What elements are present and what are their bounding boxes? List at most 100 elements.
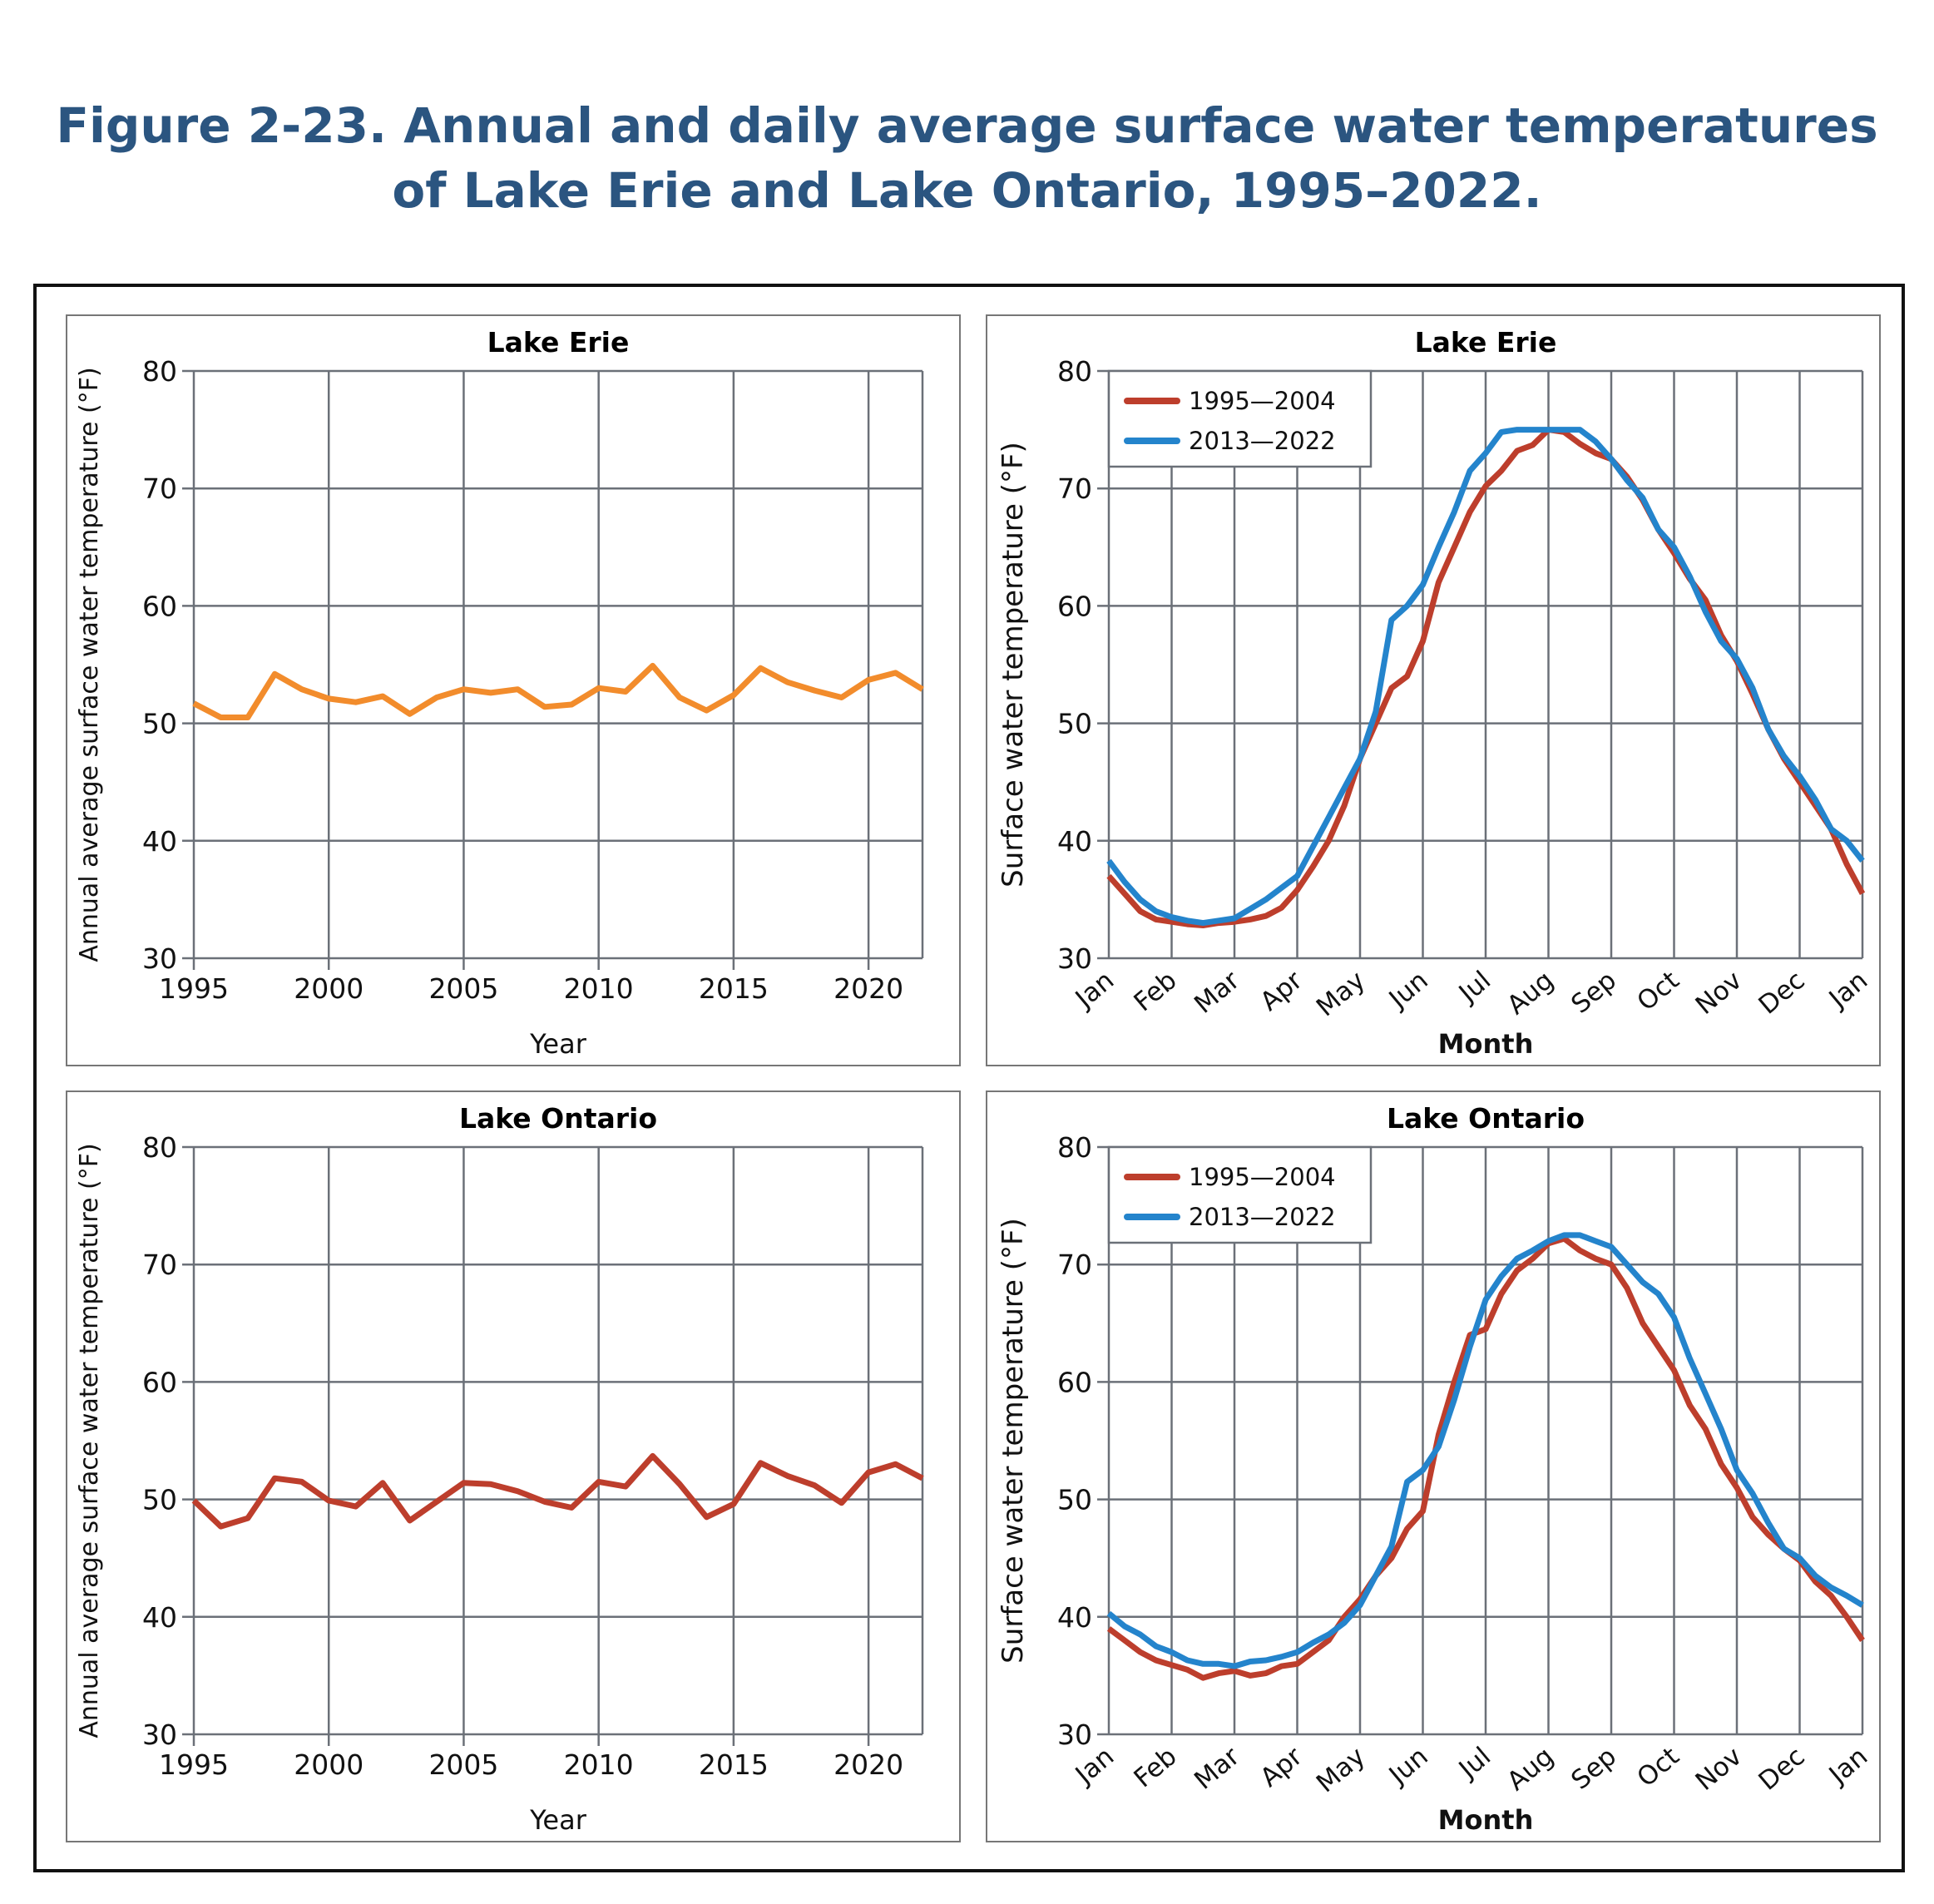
grid xyxy=(1097,1145,1864,1736)
legend: 1995—2004 2013—2022 xyxy=(1107,1145,1373,1244)
figure-title-line-1: Figure 2-23. Annual and daily average su… xyxy=(56,97,1878,154)
y-tick-label: 40 xyxy=(142,1601,177,1634)
x-tick-label: 2020 xyxy=(833,972,903,1005)
y-tick-label: 70 xyxy=(1057,472,1092,505)
y-tick-label: 70 xyxy=(142,472,177,505)
x-tick-label: Jul xyxy=(1452,966,1496,1010)
series-line-annual xyxy=(192,662,924,720)
x-tick-label: Jun xyxy=(1382,1742,1434,1792)
legend-box xyxy=(1107,1145,1373,1244)
legend-label: 1995—2004 xyxy=(1189,387,1336,415)
x-tick-label: 2005 xyxy=(428,972,498,1005)
y-tick-label: 30 xyxy=(142,942,177,975)
y-tick-label: 70 xyxy=(142,1249,177,1281)
grid xyxy=(182,1145,924,1746)
figure-title: Figure 2-23. Annual and daily average su… xyxy=(0,93,1934,223)
x-tick-label: 2015 xyxy=(699,1748,769,1781)
y-tick-label: 60 xyxy=(1057,1366,1092,1398)
x-tick-label: Apr xyxy=(1254,1741,1308,1793)
x-tick-label: 2010 xyxy=(564,972,634,1005)
legend-label: 2013—2022 xyxy=(1189,1203,1336,1231)
x-tick-label: Feb xyxy=(1128,1742,1182,1794)
y-tick-label: 60 xyxy=(142,590,177,622)
y-tick-label: 50 xyxy=(142,708,177,740)
x-tick-label: Mar xyxy=(1189,965,1245,1019)
legend-label: 2013—2022 xyxy=(1189,427,1336,455)
y-tick-label: 60 xyxy=(1057,590,1092,622)
x-tick-label: Oct xyxy=(1631,966,1684,1017)
x-axis-label: Month xyxy=(1438,1804,1534,1836)
x-tick-label: Feb xyxy=(1128,966,1182,1018)
y-axis-label: Surface water temperature (°F) xyxy=(997,1218,1030,1664)
series-line-annual xyxy=(191,1452,924,1530)
y-tick-label: 80 xyxy=(1057,1131,1092,1164)
x-tick-label: Sep xyxy=(1566,1742,1622,1796)
y-tick-label: 50 xyxy=(1057,708,1092,740)
x-tick-label: May xyxy=(1311,966,1371,1023)
y-tick-label: 80 xyxy=(142,355,177,388)
x-tick-label: May xyxy=(1311,1742,1371,1799)
y-tick-label: 30 xyxy=(1057,1719,1092,1751)
chart-title: Lake Ontario xyxy=(1387,1102,1585,1135)
grid xyxy=(1097,369,1864,960)
x-axis-label: Year xyxy=(529,1804,587,1836)
ontario-daily-chart: 30 40 50 60 70 80 Jan Feb Mar Apr May Jun Jul Aug Sep O… xyxy=(986,1090,1881,1842)
x-tick-label: 2000 xyxy=(294,972,364,1005)
x-tick-label: Jan xyxy=(1823,1742,1873,1792)
series-line-1995—2004 xyxy=(1106,1235,1865,1681)
x-tick-label: Oct xyxy=(1631,1742,1684,1793)
x-tick-label: Mar xyxy=(1189,1741,1245,1795)
y-tick-label: 80 xyxy=(142,1131,177,1164)
x-tick-label: Dec xyxy=(1753,1742,1811,1797)
chart-svg: 30 40 50 60 70 80 Jan Feb Mar Apr May Jun Jul Aug Sep O… xyxy=(997,1102,1873,1836)
chart-title: Lake Ontario xyxy=(459,1102,657,1135)
legend-label: 1995—2004 xyxy=(1189,1163,1336,1191)
x-tick-label: 1995 xyxy=(159,1748,229,1781)
y-axis-label: Surface water temperature (°F) xyxy=(997,442,1030,888)
y-tick-label: 80 xyxy=(1057,355,1092,388)
y-axis-label: Annual average surface water temperature… xyxy=(75,367,104,962)
x-axis-label: Month xyxy=(1438,1028,1534,1060)
legend: 1995—2004 2013—2022 xyxy=(1107,369,1373,468)
grid xyxy=(182,369,924,970)
x-tick-label: 2020 xyxy=(833,1748,903,1781)
y-tick-label: 60 xyxy=(142,1366,177,1398)
x-tick-label: 2015 xyxy=(699,972,769,1005)
x-tick-label: Aug xyxy=(1501,966,1560,1021)
chart-svg: 30 40 50 60 70 80 1995 2000 2005 2010 2015 2020 Lake… xyxy=(75,326,924,1060)
legend-box xyxy=(1107,369,1373,468)
x-tick-label: Jul xyxy=(1452,1742,1496,1786)
y-tick-label: 30 xyxy=(1057,942,1092,975)
y-tick-label: 30 xyxy=(142,1719,177,1751)
series-line-2013—2022 xyxy=(1106,1232,1864,1669)
y-tick-label: 40 xyxy=(142,825,177,858)
figure-frame xyxy=(33,284,1905,1872)
y-tick-label: 50 xyxy=(1057,1484,1092,1516)
y-tick-label: 40 xyxy=(1057,825,1092,858)
chart-svg: 30 40 50 60 70 80 Jan Feb Mar Apr May Jun Jul Aug Sep O… xyxy=(997,326,1873,1060)
x-tick-label: Sep xyxy=(1566,966,1622,1020)
y-tick-label: 70 xyxy=(1057,1249,1092,1281)
y-tick-label: 40 xyxy=(1057,1601,1092,1634)
erie-annual-chart: 30 40 50 60 70 80 1995 2000 2005 2010 2015 2020 Lake… xyxy=(66,314,961,1066)
series-line-2013—2022 xyxy=(1106,427,1865,927)
x-tick-label: Apr xyxy=(1254,965,1308,1016)
chart-svg: 30 40 50 60 70 80 1995 2000 2005 2010 2015 2020 Lake… xyxy=(75,1102,924,1836)
x-tick-label: Aug xyxy=(1501,1742,1560,1797)
x-tick-label: 2010 xyxy=(564,1748,634,1781)
erie-daily-chart: 30 40 50 60 70 80 Jan Feb Mar Apr May Jun Jul Aug Sep O… xyxy=(986,314,1881,1066)
x-tick-label: Nov xyxy=(1690,1742,1748,1797)
chart-title: Lake Erie xyxy=(487,326,630,359)
y-tick-label: 50 xyxy=(142,1484,177,1516)
chart-title: Lake Erie xyxy=(1415,326,1557,359)
x-tick-label: Jun xyxy=(1382,966,1434,1016)
x-tick-label: 2000 xyxy=(294,1748,364,1781)
x-axis-label: Year xyxy=(529,1028,587,1060)
x-tick-label: Dec xyxy=(1753,966,1811,1021)
y-axis-label: Annual average surface water temperature… xyxy=(75,1143,104,1738)
figure-title-line-2: of Lake Erie and Lake Ontario, 1995–2022… xyxy=(392,162,1542,219)
ontario-annual-chart: 30 40 50 60 70 80 1995 2000 2005 2010 2015 2020 Lake… xyxy=(66,1090,961,1842)
x-tick-label: 2005 xyxy=(428,1748,498,1781)
x-tick-label: 1995 xyxy=(159,972,229,1005)
x-tick-label: Nov xyxy=(1690,966,1748,1021)
